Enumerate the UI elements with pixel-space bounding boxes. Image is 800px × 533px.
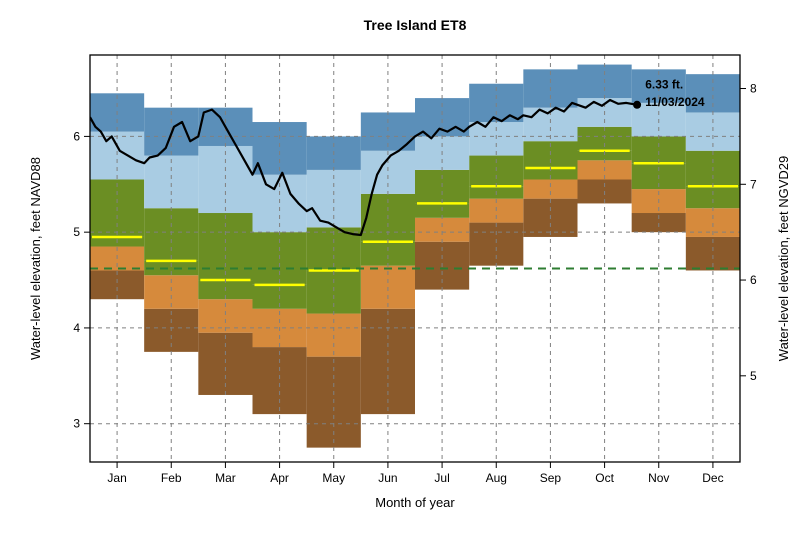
month-tick-label: Feb <box>161 471 182 485</box>
right-tick-label: 6 <box>750 273 757 287</box>
right-tick-label: 5 <box>750 369 757 383</box>
month-tick-label: Jun <box>378 471 397 485</box>
y-axis-right-label: Water-level elevation, feet NGVD29 <box>776 156 791 361</box>
annotation-date: 11/03/2024 <box>645 95 705 109</box>
month-tick-label: Mar <box>215 471 236 485</box>
month-tick-label: May <box>322 471 345 485</box>
left-tick-label: 6 <box>73 129 80 143</box>
left-tick-label: 3 <box>73 417 80 431</box>
x-axis-label: Month of year <box>375 495 455 510</box>
y-axis-left-label: Water-level elevation, feet NAVD88 <box>28 157 43 360</box>
month-tick-label: Sep <box>540 471 562 485</box>
current-point-marker <box>633 101 641 109</box>
right-tick-label: 7 <box>750 177 757 191</box>
month-tick-label: Nov <box>648 471 669 485</box>
month-tick-label: Jul <box>434 471 449 485</box>
chart-container: 6.33 ft. 11/03/2024 3 4 5 6 5 6 7 8 Jan Feb Mar Apr Ma… <box>0 0 800 533</box>
month-tick-label: Apr <box>270 471 289 485</box>
month-tick-label: Dec <box>702 471 723 485</box>
month-tick-label: Oct <box>595 471 614 485</box>
left-tick-label: 4 <box>73 321 80 335</box>
month-tick-label: Aug <box>486 471 507 485</box>
chart-title: Tree Island ET8 <box>364 17 467 33</box>
annotation-value: 6.33 ft. <box>645 78 683 92</box>
hydrograph-chart: 6.33 ft. 11/03/2024 3 4 5 6 5 6 7 8 Jan Feb Mar Apr Ma… <box>0 0 800 533</box>
month-tick-label: Jan <box>107 471 126 485</box>
left-tick-label: 5 <box>73 225 80 239</box>
right-tick-label: 8 <box>750 82 757 96</box>
